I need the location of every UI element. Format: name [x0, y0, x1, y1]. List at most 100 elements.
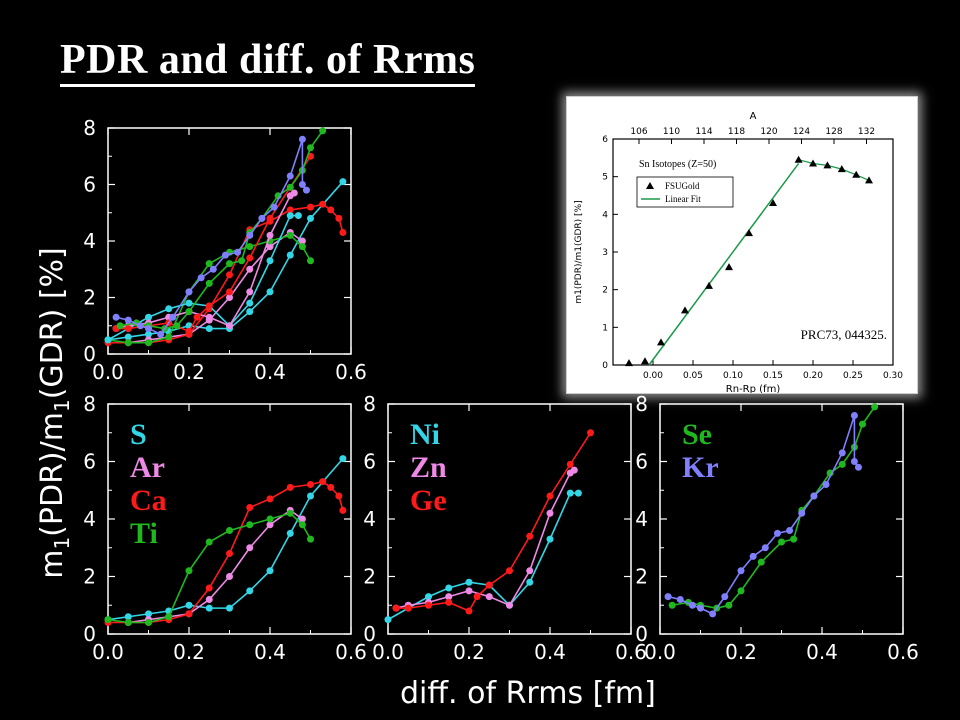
inset-y-tick-label: 5: [602, 173, 608, 183]
series-ge-point: [546, 492, 554, 500]
combined-ni-point: [185, 299, 193, 307]
combined-kr-point: [234, 248, 242, 256]
x-tick-label: 0.0: [92, 640, 124, 664]
series-kr-point: [822, 481, 830, 488]
inset-top-tick-label: 120: [760, 127, 777, 137]
x-tick-label: 0.0: [372, 640, 404, 664]
combined-s-point: [339, 178, 347, 186]
y-tick-label: 6: [363, 450, 376, 474]
combined-se-point: [238, 257, 246, 265]
inset-point: [852, 170, 861, 178]
x-tick-label: 0.6: [335, 360, 367, 384]
series-ar-point: [246, 544, 254, 552]
series-ti-point: [307, 535, 314, 543]
combined-zn-point: [246, 288, 254, 296]
series-zn-point: [445, 593, 453, 601]
y-tick-label: 0: [83, 622, 96, 646]
inset-fit-line: [648, 163, 800, 366]
series-s-point: [286, 529, 294, 537]
series-kr-point: [761, 544, 769, 552]
series-ca-point: [205, 584, 213, 592]
y-tick-label: 4: [635, 507, 648, 531]
combined-s-point: [145, 330, 152, 338]
inset-figure: 0.00 0.05 0.10 0.15 0.20 0.25 0.30 0 1 2 3 4 5 6 106 11…: [566, 96, 918, 395]
y-tick-label: 8: [363, 392, 376, 416]
inset-point: [823, 161, 832, 169]
combined-s-point: [246, 308, 254, 316]
x-tick-label: 0.6: [887, 640, 919, 664]
inset-top-tick-label: 132: [858, 127, 875, 137]
series-ti-point: [246, 521, 254, 529]
series-ge-point: [425, 601, 432, 609]
inset-y-label: m1(PDR)/m1(GDR) [%]: [574, 200, 584, 303]
x-axis-label: diff. of Rrms [fm]: [400, 676, 656, 711]
series-ti-point: [266, 515, 274, 523]
combined-kr-point: [298, 135, 306, 143]
series-ni-point: [425, 593, 432, 601]
x-tick-label: 0.4: [254, 640, 286, 664]
combined-ca-point: [226, 271, 233, 279]
inset-top-tick-label: 124: [793, 127, 810, 137]
series-ti-point: [226, 527, 233, 534]
combined-s-point: [205, 325, 213, 333]
series-kr-point: [749, 552, 757, 560]
series-ar-line: [128, 509, 303, 624]
combined-ca-point: [339, 229, 347, 237]
combined-kr-point: [112, 313, 120, 321]
combined-ni-point: [246, 299, 254, 307]
legend-kr: Kr: [682, 451, 719, 484]
combined-se-point: [173, 322, 181, 330]
series-ca-point: [335, 492, 343, 500]
series-kr-point: [688, 601, 696, 609]
series-se-point: [668, 601, 676, 609]
series-kr-point: [664, 593, 672, 601]
series-ca-point: [319, 478, 327, 486]
combined-ge-point: [205, 302, 213, 310]
y-tick-label: 8: [83, 392, 96, 416]
series-ge-point: [587, 429, 594, 437]
series-ge-point: [506, 567, 513, 575]
combined-ti-point: [246, 243, 254, 251]
series-kr-point: [810, 492, 818, 500]
inset-y-tick-label: 6: [602, 135, 608, 145]
combined-ti-point: [307, 257, 314, 265]
series-se-point: [778, 538, 785, 546]
combined-zn-point: [205, 313, 213, 321]
series-zn-point: [570, 466, 578, 474]
y-tick-label: 2: [83, 565, 96, 589]
inset-top-tick-label: 110: [663, 127, 680, 137]
series-ni-point: [384, 616, 392, 624]
series-s-point: [205, 604, 213, 612]
y-tick-label: 0: [83, 342, 96, 366]
combined-zn-point: [226, 322, 233, 330]
y-tick-label: 0: [635, 622, 648, 646]
inset-point: [641, 357, 649, 365]
x-tick-label: 0.0: [92, 360, 124, 384]
combined-ar-point: [226, 294, 233, 301]
inset-point: [625, 359, 633, 367]
combined-kr-point: [286, 172, 294, 180]
combined-ti-point: [165, 333, 173, 341]
x-tick-label: 0.0: [644, 640, 676, 664]
series-s-point: [339, 455, 347, 463]
combined-kr-point: [169, 313, 177, 321]
inset-top-tick-label: 128: [825, 127, 842, 137]
series-ca-point: [286, 483, 294, 491]
series-ge-point: [392, 604, 400, 612]
series-se-line: [672, 406, 876, 609]
legend-ge: Ge: [410, 484, 447, 517]
series-ge-point: [566, 460, 574, 468]
inset-x-tick-label: 0.05: [683, 371, 703, 381]
combined-s-point: [307, 214, 314, 222]
y-tick-label: 6: [83, 450, 96, 474]
inset-x-label: Rn-Rp (fm): [726, 384, 781, 393]
series-kr-point: [737, 567, 745, 575]
inset-x-tick-label: 0.15: [763, 371, 783, 381]
series-s-point: [307, 492, 314, 500]
legend-ar: Ar: [130, 451, 165, 484]
x-tick-label: 0.6: [615, 640, 647, 664]
y-tick-label: 8: [83, 116, 96, 140]
